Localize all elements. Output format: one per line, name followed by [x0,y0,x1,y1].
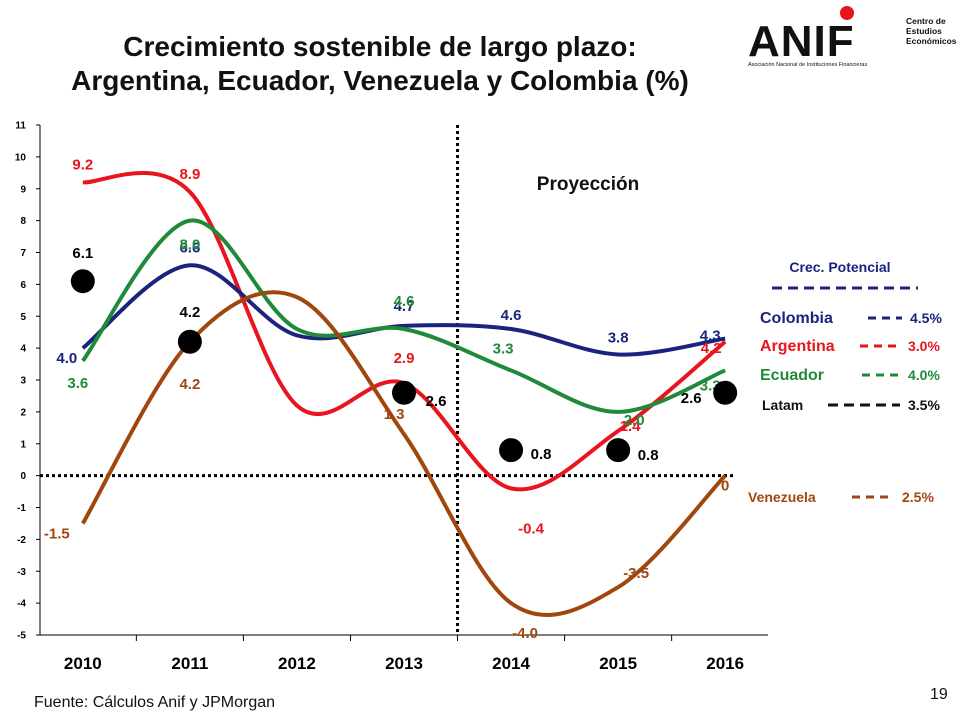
data-label: 4.0 [56,350,77,367]
logo-side-line: Estudios [906,26,942,36]
y-tick-label: 1 [20,439,26,450]
data-label: 4.7 [394,298,415,315]
title-line-2: Argentina, Ecuador, Venezuela y Colombia… [71,65,689,96]
legend-label: Ecuador [760,367,824,384]
series-line-ecuador [81,218,726,414]
series-line-argentina [82,171,727,492]
data-label: 8.9 [179,166,200,183]
y-tick-label: -1 [17,503,26,514]
y-tick-label: 6 [20,280,26,291]
x-tick-label: 2011 [171,654,208,673]
latam-marker [499,438,524,463]
latam-value-label: 0.8 [638,447,659,464]
x-tick-label: 2010 [64,654,102,673]
data-label: 1.3 [384,406,405,423]
legend-potential: 3.0% [908,338,940,354]
legend-title: Crec. Potencial [789,259,890,275]
logo-wordmark: ANIF [748,17,855,66]
data-label: 4.6 [501,307,522,324]
y-tick-label: 4 [20,344,26,355]
data-label: -1.5 [44,525,70,542]
y-tick-label: -5 [17,631,26,642]
y-tick-label: 3 [20,376,26,387]
y-tick-label: -3 [17,567,26,578]
data-label: 9.2 [72,156,93,173]
y-tick-label: 8 [20,216,26,227]
y-tick-label: 0 [20,471,26,482]
data-label: -0.4 [518,520,545,537]
data-label: 2.9 [394,350,415,367]
data-label: -4.0 [512,625,538,642]
data-label: 6.6 [179,239,200,256]
data-label: 4.6 [394,293,415,310]
data-label: 0 [721,478,729,495]
data-label: 3.8 [608,330,629,347]
data-label: 4.3 [700,328,721,345]
latam-marker [713,380,738,405]
logo-side-text: Centro de Estudios Económicos [906,16,957,46]
legend-label: Venezuela [748,489,816,505]
legend-potential: 4.5% [910,310,942,326]
x-tick-label: 2014 [492,654,530,673]
latam-marker [392,380,416,405]
x-tick-label: 2015 [599,654,637,673]
logo-side-line: Centro de [906,16,946,26]
legend-potential: 4.0% [908,367,940,383]
y-tick-label: -4 [17,599,26,610]
x-tick-label: 2013 [385,654,423,673]
legend-label: Colombia [760,310,833,327]
page-number: 19 [930,686,948,703]
chart-title: Crecimiento sostenible de largo plazo: A… [0,30,760,98]
latam-value-label: 2.6 [681,390,702,407]
logo-subtitle: Asociación Nacional de Instituciones Fin… [748,62,868,68]
y-tick-label: -2 [17,535,26,546]
legend-label: Latam [762,397,803,413]
latam-value-label: 0.8 [531,446,552,463]
latam-marker [70,269,95,294]
y-tick-label: 11 [15,121,26,132]
data-label: 3.3 [493,340,514,357]
y-tick-label: 9 [20,184,26,195]
legend-potential: 3.5% [908,397,940,413]
data-label: 4.2 [179,376,200,393]
latam-marker [177,329,202,354]
data-label: 3.6 [67,375,88,392]
logo-side-line: Económicos [906,36,957,46]
latam-value-label: 4.2 [179,304,200,321]
y-tick-label: 7 [20,248,26,259]
data-label: 2.0 [624,412,645,429]
data-label: -3.5 [623,565,649,582]
data-label: 1.4 [620,418,642,435]
legend-label: Argentina [760,338,835,355]
logo-red-dot [840,6,854,20]
y-tick-label: 10 [15,152,27,163]
x-tick-label: 2016 [706,654,744,673]
y-tick-label: 5 [20,312,26,323]
x-tick-label: 2012 [278,654,316,673]
data-label: 4.2 [701,340,722,357]
y-tick-label: 2 [20,407,26,418]
projection-label: Proyección [537,174,639,195]
latam-value-label: 6.1 [72,245,93,262]
title-line-1: Crecimiento sostenible de largo plazo: [123,31,637,62]
source-note: Fuente: Cálculos Anif y JPMorgan [34,694,276,711]
data-label: 8.0 [179,237,200,254]
latam-value-label: 2.6 [426,393,447,410]
legend-potential: 2.5% [902,489,934,505]
latam-marker [606,438,631,463]
anif-logo: ANIF Asociación Nacional de Institucione… [748,6,957,72]
